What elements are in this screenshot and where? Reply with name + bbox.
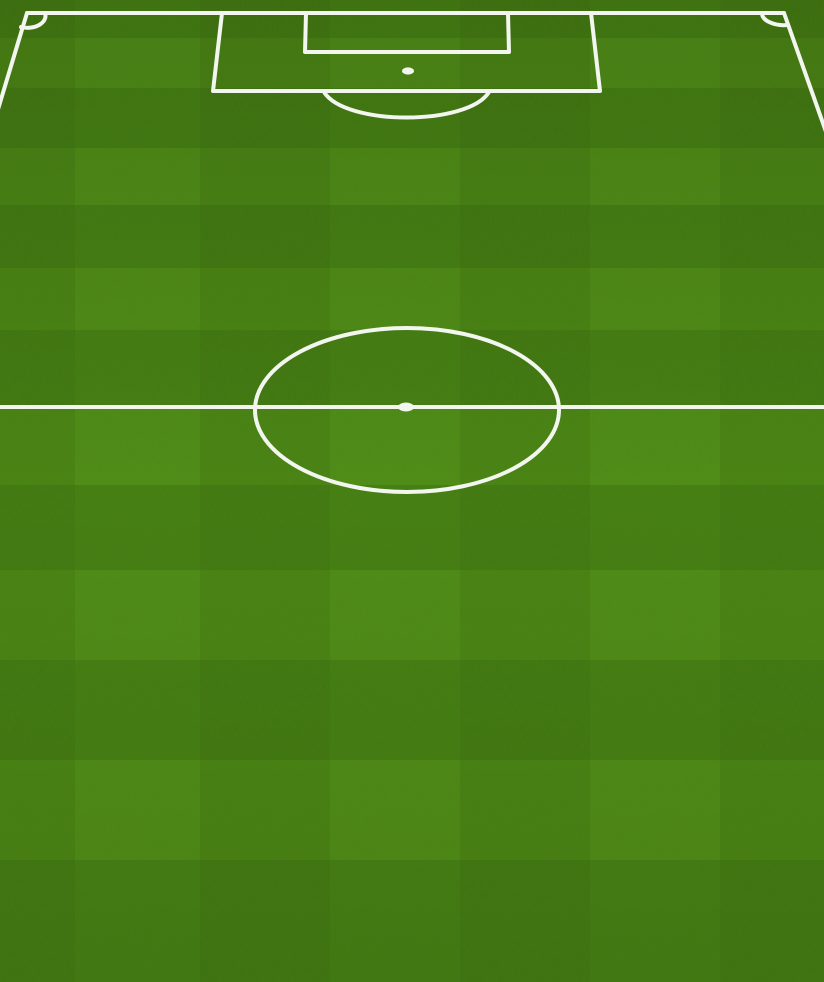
penalty-arc — [322, 90, 491, 120]
centre-circle — [253, 326, 561, 494]
penalty-area — [211, 11, 602, 93]
penalty-spot — [402, 67, 414, 75]
corner-arc-right — [760, 11, 790, 28]
goal-area — [303, 11, 511, 54]
pitch-markings — [0, 11, 824, 494]
right-touchline — [782, 11, 824, 133]
centre-spot — [398, 402, 414, 412]
left-touchline — [0, 11, 29, 110]
corner-arc-left — [19, 11, 48, 30]
